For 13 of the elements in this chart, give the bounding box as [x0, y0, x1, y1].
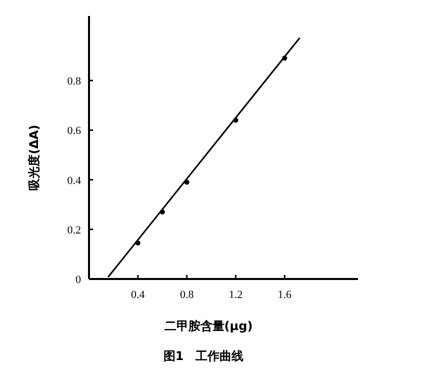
- y-tick-label: 0.8: [67, 76, 82, 88]
- y-axis-title: 吸光度(ΔA): [27, 124, 41, 190]
- x-tick-label: 1.2: [228, 289, 243, 301]
- x-axis-title: 二甲胺含量(μg): [164, 319, 253, 333]
- x-tick-label: 0.8: [180, 289, 194, 301]
- x-tick-label: 1.6: [278, 289, 292, 301]
- x-tick-label: 0.4: [131, 289, 146, 301]
- y-tick-label: 0.2: [67, 224, 81, 236]
- text: 图1 工作曲线: [163, 349, 244, 363]
- y-tick-label: 0.6: [67, 125, 82, 138]
- y-tick-label: 0.4: [67, 174, 82, 187]
- y-tick-label: 0: [76, 274, 82, 286]
- plot: 0.4 0.8 1.2 1.6 0 0.2 0.4 0.6 0.8: [67, 16, 358, 301]
